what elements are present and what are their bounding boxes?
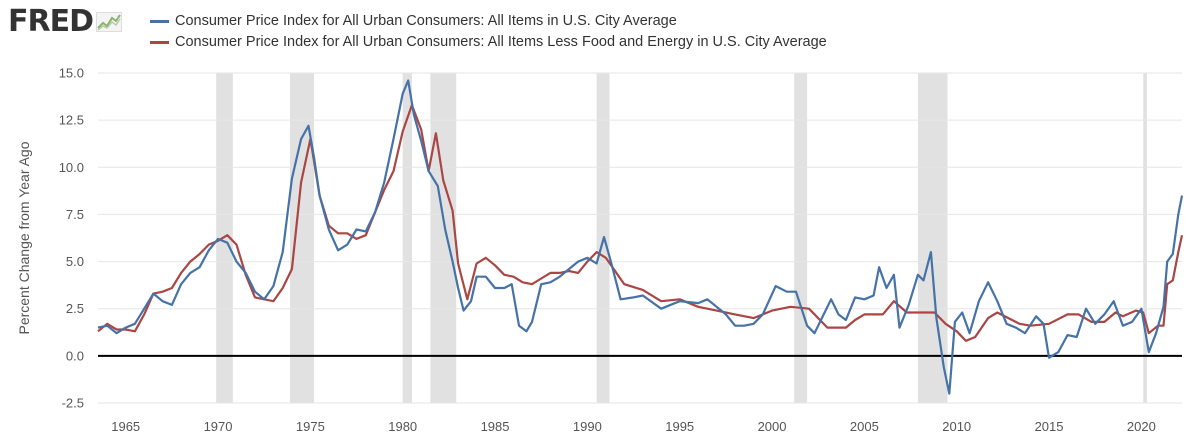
y-tick-label: 15.0: [59, 66, 84, 81]
y-tick-label: 5.0: [66, 254, 84, 269]
y-tick-label: 12.5: [59, 113, 84, 128]
x-tick-label: 1970: [204, 419, 233, 434]
recession-bands: [216, 73, 1147, 403]
fred-logo[interactable]: FRED: [8, 4, 122, 39]
legend-label-cpi-core: Consumer Price Index for All Urban Consu…: [175, 34, 827, 50]
x-tick-label: 1990: [573, 419, 602, 434]
legend-item-cpi-all-items[interactable]: Consumer Price Index for All Urban Consu…: [150, 11, 827, 32]
x-tick-label: 1975: [296, 419, 325, 434]
x-tick-label: 2020: [1127, 419, 1156, 434]
series-lines: [97, 79, 1184, 395]
x-tick-label: 1985: [481, 419, 510, 434]
legend-item-cpi-core[interactable]: Consumer Price Index for All Urban Consu…: [150, 32, 827, 53]
y-tick-label: 10.0: [59, 160, 84, 175]
y-axis-title: Percent Change from Year Ago: [16, 141, 32, 334]
x-tick-label: 2015: [1035, 419, 1064, 434]
recession-band-2: [402, 73, 412, 403]
recession-band-5: [794, 73, 808, 403]
legend-swatch-cpi-core: [150, 41, 169, 44]
legend-swatch-cpi-all-items: [150, 20, 169, 23]
y-tick-label: -2.5: [62, 396, 84, 411]
y-tick-label: 0.0: [66, 348, 84, 363]
logo-text: FRED: [8, 4, 94, 39]
fred-line-chart-icon: [96, 11, 122, 32]
x-tick-label: 1980: [388, 419, 417, 434]
legend: Consumer Price Index for All Urban Consu…: [150, 11, 827, 53]
series-line-cpi-all-items[interactable]: [97, 79, 1184, 395]
chart-header: FRED Consumer Price Index for All Urban …: [0, 0, 1200, 60]
x-tick-label: 2010: [942, 419, 971, 434]
x-axis-ticks: 1965 1970 1975 1980 1985 1990 1995 2000 2005 2010…: [111, 419, 1156, 434]
series-line-cpi-core[interactable]: [97, 104, 1184, 342]
legend-label-cpi-all-items: Consumer Price Index for All Urban Consu…: [175, 13, 677, 29]
x-tick-label: 1995: [665, 419, 694, 434]
recession-band-3: [430, 73, 457, 403]
y-axis-ticks: 15.0 12.5 10.0 7.5 5.0 2.5 0.0 -2.5: [59, 66, 84, 411]
x-tick-label: 2005: [850, 419, 879, 434]
recession-band-6: [917, 73, 948, 403]
y-tick-label: 2.5: [66, 301, 84, 316]
gridlines: [98, 72, 1182, 404]
y-tick-label: 7.5: [66, 207, 84, 222]
x-tick-label: 2000: [758, 419, 787, 434]
recession-band-1: [290, 73, 315, 403]
x-tick-label: 1965: [111, 419, 140, 434]
recession-band-7: [1143, 73, 1147, 403]
